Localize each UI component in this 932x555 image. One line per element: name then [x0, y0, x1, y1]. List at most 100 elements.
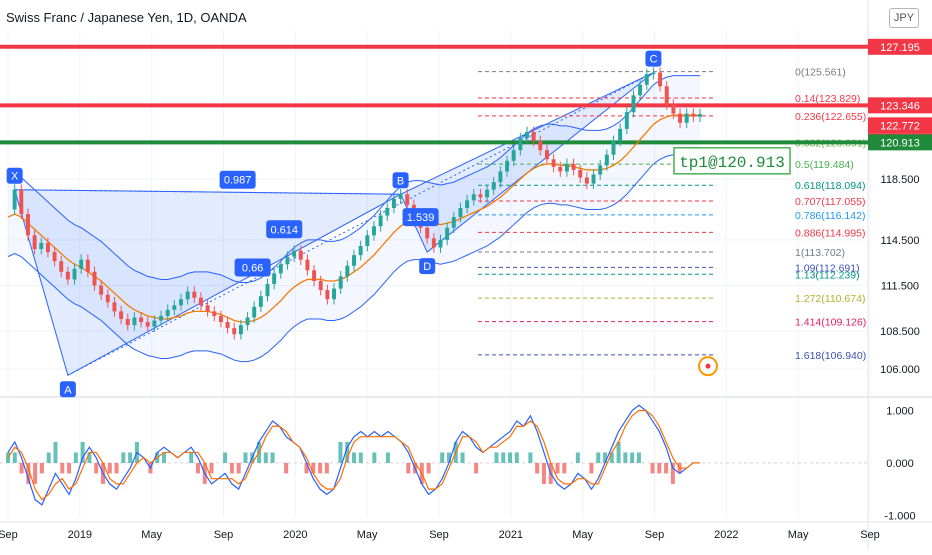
candle-body [698, 114, 702, 117]
currency-button[interactable]: JPY [889, 8, 919, 28]
candle-body [25, 214, 30, 236]
osc-histogram-bar [229, 462, 234, 474]
pattern-point-label: A [64, 384, 72, 396]
osc-histogram-bar [603, 452, 608, 463]
candle-body [305, 259, 310, 271]
candle-body [531, 131, 536, 142]
osc-histogram-bar [609, 452, 614, 463]
candle-body [638, 84, 643, 96]
candle-body [518, 137, 523, 151]
candle-body [19, 189, 24, 215]
price-tag-bg [868, 117, 932, 134]
price-tag-bg [868, 134, 932, 151]
osc-histogram-bar [657, 462, 662, 474]
candle-body [238, 325, 243, 335]
osc-histogram-bar [223, 452, 228, 463]
candle-body [212, 311, 217, 316]
osc-axis-tick: 0.000 [886, 458, 914, 470]
osc-line-slow [7, 409, 700, 501]
osc-histogram-bar [53, 441, 58, 463]
osc-histogram-bar [664, 462, 669, 474]
candle-body [658, 72, 663, 87]
candle-body [338, 276, 343, 289]
x-axis-label: Sep [429, 529, 449, 541]
target-circle-icon[interactable] [698, 356, 718, 377]
candle-body [471, 194, 476, 201]
osc-histogram-bar [636, 452, 641, 463]
candle-body [365, 235, 370, 246]
osc-axis-tick: 1.000 [886, 405, 914, 417]
candle-body [352, 255, 356, 266]
candle-body [152, 320, 157, 327]
osc-histogram-bar [311, 462, 316, 474]
tp-annotation-box[interactable] [673, 147, 791, 175]
osc-histogram-bar [508, 452, 513, 463]
osc-histogram-bar [596, 452, 601, 463]
candle-body [378, 215, 383, 227]
fib-level-label: 0.707(117.055) [795, 196, 865, 208]
fib-level-label: 0.14(123.829) [795, 93, 860, 105]
x-axis-label: May [357, 529, 378, 541]
candle-body [105, 294, 110, 303]
candle-body [245, 317, 250, 326]
osc-histogram-bar [494, 452, 499, 463]
fib-level-label: 0.5(119.484) [795, 159, 854, 171]
candle-body [691, 113, 696, 117]
candle-body [358, 245, 363, 256]
candle-body [511, 150, 516, 161]
osc-histogram-bar [67, 462, 72, 474]
osc-histogram-bar [670, 462, 675, 484]
x-axis-label: Sep [645, 529, 665, 541]
osc-histogram-bar [73, 452, 78, 463]
candle-body [52, 252, 57, 262]
osc-histogram-bar [26, 462, 31, 484]
candle-body [45, 242, 50, 253]
candle-body [59, 261, 64, 272]
candle-body [265, 284, 270, 297]
candle-body [458, 207, 463, 218]
candle-body [525, 131, 529, 138]
target-dot-icon [705, 363, 711, 369]
candle-body [85, 259, 90, 272]
osc-histogram-bar [87, 452, 92, 463]
candle-body [185, 291, 190, 300]
osc-histogram-bar [114, 462, 119, 474]
price-axis-tick: 106.000 [880, 364, 920, 376]
candle-body [491, 182, 496, 190]
osc-histogram-bar [39, 462, 44, 474]
candle-body [112, 302, 117, 312]
candle-body [644, 74, 649, 85]
fib-level-label: 0.786(116.142) [795, 210, 865, 222]
price-tag-label: 127.195 [880, 42, 920, 54]
x-axis-label: 2021 [499, 529, 523, 541]
candle-body [145, 322, 150, 327]
bollinger-fill [8, 75, 700, 362]
x-axis-label: 2020 [283, 529, 307, 541]
candle-body [391, 198, 396, 208]
candle-body [598, 165, 603, 175]
candle-body [551, 159, 556, 167]
candle-body [678, 113, 683, 123]
x-axis-label: Sep [860, 529, 880, 541]
osc-histogram-bar [528, 452, 533, 463]
candle-body [405, 194, 410, 205]
osc-histogram-bar [535, 462, 540, 474]
pattern-point-label: D [423, 261, 431, 273]
osc-histogram-bar [236, 462, 241, 474]
fib-level-label: 0.236(122.655) [795, 111, 866, 123]
osc-histogram-bar [162, 452, 167, 463]
tp-annotation-text: tp1@120.913 [679, 154, 785, 172]
candle-body [651, 72, 656, 75]
candle-body [298, 250, 303, 260]
osc-histogram-bar [555, 462, 560, 474]
candle-body [172, 305, 177, 310]
candle-body [564, 163, 569, 172]
osc-histogram-bar [270, 452, 275, 463]
osc-histogram-bar [514, 452, 519, 463]
fib-level-label: 1.13(112.239) [795, 269, 860, 281]
candle-body [218, 315, 223, 323]
pattern-point-marker [59, 381, 76, 398]
candle-body [371, 226, 376, 236]
osc-histogram-bar [107, 462, 112, 474]
